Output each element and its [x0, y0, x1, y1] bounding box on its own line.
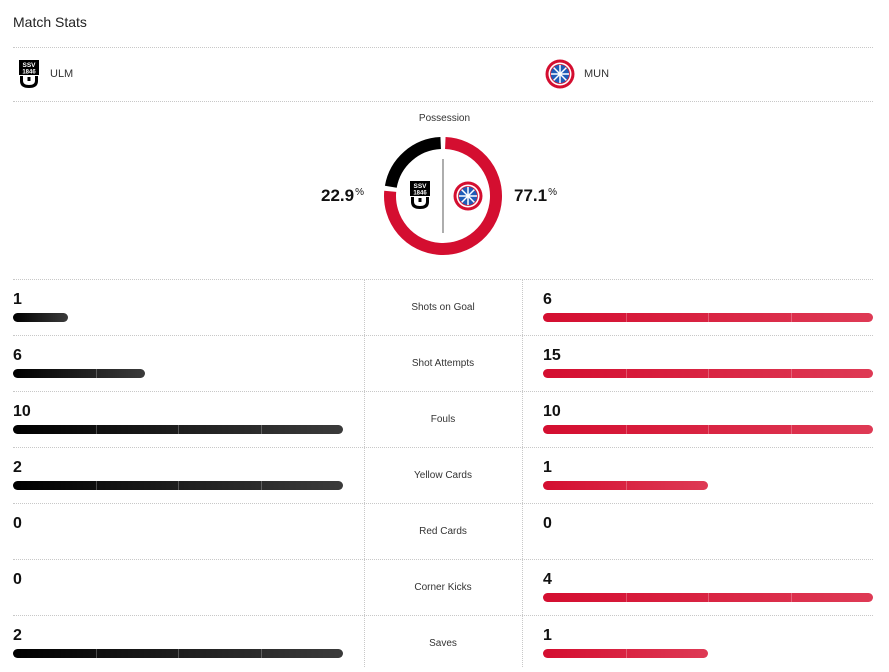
- bar-segment-divider: [96, 481, 97, 490]
- home-stat-bar: [13, 425, 343, 434]
- bar-segment-divider: [178, 649, 179, 658]
- divider: [13, 279, 873, 280]
- home-stat-value: 1: [13, 291, 22, 308]
- stat-row: 1 Shots on Goal 6: [0, 280, 889, 336]
- column-divider: [522, 280, 523, 667]
- home-possession-value: 22.9%: [321, 186, 364, 205]
- away-stat-value: 1: [543, 459, 552, 476]
- ssv-ulm-logo-icon: SSV 1846: [19, 60, 39, 88]
- home-stat-value: 6: [13, 347, 22, 364]
- ssv-ulm-logo-icon: SSV 1846: [410, 181, 430, 209]
- stat-label: Red Cards: [419, 526, 467, 537]
- away-stat-value: 4: [543, 571, 552, 588]
- bar-segment-divider: [96, 649, 97, 658]
- away-stat-value: 15: [543, 347, 561, 364]
- stat-row: 2 Saves 1: [0, 616, 889, 672]
- away-stat-bar: [543, 593, 873, 602]
- svg-text:SSV: SSV: [22, 62, 36, 69]
- bar-segment-divider: [708, 425, 709, 434]
- bar-segment-divider: [791, 313, 792, 322]
- divider: [13, 503, 873, 504]
- home-stat-bar: [13, 649, 343, 658]
- home-stat-value: 10: [13, 403, 31, 420]
- bar-segment-divider: [261, 649, 262, 658]
- bar-segment-divider: [626, 369, 627, 378]
- home-team-header: SSV 1846 ULM: [17, 59, 73, 89]
- divider: [13, 391, 873, 392]
- away-stat-value: 0: [543, 515, 552, 532]
- match-stats-title: Match Stats: [13, 14, 87, 30]
- divider: [13, 615, 873, 616]
- stat-row: 10 Fouls 10: [0, 392, 889, 448]
- home-stat-value: 0: [13, 515, 22, 532]
- bar-segment-divider: [626, 481, 627, 490]
- divider: [13, 447, 873, 448]
- possession-label: Possession: [418, 113, 471, 124]
- away-stat-bar: [543, 369, 873, 378]
- bar-segment-divider: [791, 593, 792, 602]
- away-possession-arc: [384, 137, 502, 255]
- bar-segment-divider: [626, 313, 627, 322]
- away-possession-value: 77.1%: [514, 186, 557, 205]
- away-stat-value: 6: [543, 291, 552, 308]
- home-stat-value: 2: [13, 627, 22, 644]
- home-team-abbr: ULM: [50, 68, 74, 80]
- home-stat-bar: [13, 313, 68, 322]
- bar-segment-divider: [626, 593, 627, 602]
- bar-segment-divider: [96, 425, 97, 434]
- home-stat-value: 0: [13, 571, 22, 588]
- away-stat-value: 10: [543, 403, 561, 420]
- bar-segment-divider: [261, 425, 262, 434]
- home-stat-value: 2: [13, 459, 22, 476]
- divider: [13, 47, 873, 48]
- stat-label: Saves: [429, 638, 457, 649]
- stat-label: Fouls: [430, 414, 456, 425]
- svg-text:1846: 1846: [22, 70, 36, 76]
- bar-segment-divider: [178, 481, 179, 490]
- svg-text:1846: 1846: [413, 191, 427, 197]
- away-stat-bar: [543, 313, 873, 322]
- fc-bayern-logo-icon: [545, 59, 575, 89]
- away-stat-value: 1: [543, 627, 552, 644]
- column-divider: [364, 280, 365, 667]
- stat-label: Yellow Cards: [414, 470, 472, 481]
- bar-segment-divider: [626, 425, 627, 434]
- stat-label: Corner Kicks: [414, 582, 472, 593]
- away-team-abbr: MUN: [584, 68, 610, 80]
- bar-segment-divider: [708, 369, 709, 378]
- away-stat-bar: [543, 649, 708, 658]
- away-stat-bar: [543, 425, 873, 434]
- svg-text:SSV: SSV: [413, 183, 427, 190]
- home-stat-bar: [13, 481, 343, 490]
- stat-label: Shots on Goal: [411, 302, 475, 313]
- stat-row: 6 Shot Attempts 15: [0, 336, 889, 392]
- stat-label: Shot Attempts: [411, 358, 475, 369]
- stat-row: 0 Corner Kicks 4: [0, 560, 889, 616]
- bar-segment-divider: [708, 593, 709, 602]
- divider: [13, 559, 873, 560]
- away-team-header: MUN: [545, 59, 609, 89]
- bar-segment-divider: [791, 369, 792, 378]
- stat-row: 0 Red Cards 0: [0, 504, 889, 560]
- divider: [13, 335, 873, 336]
- away-stat-bar: [543, 481, 708, 490]
- bar-segment-divider: [708, 313, 709, 322]
- fc-bayern-logo-icon: [453, 181, 483, 211]
- bar-segment-divider: [626, 649, 627, 658]
- divider: [13, 101, 873, 102]
- stat-row: 2 Yellow Cards 1: [0, 448, 889, 504]
- home-possession-arc: [384, 137, 442, 189]
- possession-donut-chart: SSV 1846: [384, 137, 502, 255]
- bar-segment-divider: [96, 369, 97, 378]
- bar-segment-divider: [261, 481, 262, 490]
- bar-segment-divider: [178, 425, 179, 434]
- bar-segment-divider: [791, 425, 792, 434]
- home-stat-bar: [13, 369, 145, 378]
